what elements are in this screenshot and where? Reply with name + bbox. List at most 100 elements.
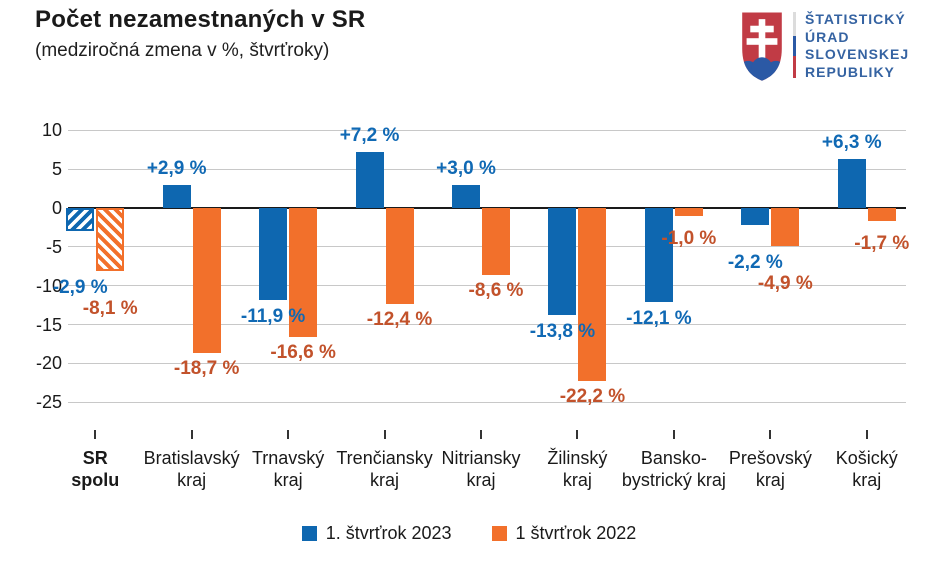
x-axis-category-label: Prešovský kraj — [695, 447, 845, 491]
bar-q1-2022 — [192, 208, 221, 354]
gridline — [68, 362, 906, 364]
value-label-q1-2023: +2,9 % — [146, 158, 207, 180]
value-label-q1-2023: -11,9 % — [240, 306, 306, 328]
category-label-line: Trnavský — [251, 448, 325, 468]
gridline — [68, 129, 906, 131]
category-label-line: Bratislavský — [143, 448, 240, 468]
bar-q1-2022 — [289, 208, 318, 337]
category-label-line: bystrický kraj — [621, 470, 726, 490]
logo-text-line: ÚRAD — [805, 28, 850, 45]
flag-blue-stripe — [793, 36, 796, 56]
value-label-q1-2023: -2,9 % — [52, 276, 108, 298]
category-label-line: kraj — [273, 470, 303, 490]
logo-text: ŠTATISTICKÝ ÚRAD SLOVENSKEJ REPUBLIKY — [805, 10, 909, 81]
bar-q1-2023 — [741, 208, 770, 226]
x-axis-tick — [576, 430, 579, 439]
y-axis-tick-label: -10 — [35, 275, 62, 296]
category-label-line: Košický — [835, 448, 898, 468]
bar-q1-2022 — [867, 208, 896, 222]
x-axis-category-label: SR spolu — [20, 447, 170, 491]
y-axis-tick-label: -15 — [35, 314, 62, 335]
bar-q1-2022 — [96, 208, 125, 271]
legend-swatch-icon — [301, 526, 317, 541]
x-axis-category-label: Bratislavský kraj — [117, 447, 267, 491]
value-label-q1-2022: -12,4 % — [366, 309, 433, 331]
y-axis-tick-label: 0 — [51, 198, 62, 218]
x-axis-tick — [94, 430, 97, 439]
legend-swatch-icon — [491, 526, 507, 541]
gridline — [68, 285, 906, 287]
bar-q1-2023 — [259, 208, 288, 301]
bar-q1-2023 — [66, 208, 95, 231]
x-axis-tick — [769, 430, 772, 439]
title-block: Počet nezamestnaných v SR (medziročná zm… — [35, 6, 365, 62]
bar-q1-2023 — [548, 208, 577, 316]
legend-item: 1. štvrťrok 2023 — [301, 523, 452, 544]
legend-item: 1 štvrťrok 2022 — [491, 523, 637, 544]
x-axis-tick — [480, 430, 482, 439]
value-label-q1-2023: +3,0 % — [436, 157, 496, 179]
statistical-office-logo: ŠTATISTICKÝ ÚRAD SLOVENSKEJ REPUBLIKY — [740, 10, 909, 84]
bar-q1-2023 — [837, 159, 866, 208]
logo-text-line: SLOVENSKEJ — [805, 46, 910, 62]
category-label-line: kraj — [852, 470, 882, 490]
flag-red-stripe — [793, 56, 796, 78]
page-title: Počet nezamestnaných v SR — [35, 6, 366, 33]
value-label-q1-2022: -16,6 % — [270, 341, 336, 363]
category-label-line: kraj — [466, 470, 496, 490]
category-label-line: spolu — [71, 470, 120, 490]
bar-q1-2023 — [452, 184, 480, 208]
flag-white-stripe — [793, 12, 796, 36]
flag-divider — [793, 12, 796, 78]
y-axis-tick-label: -20 — [35, 353, 62, 374]
value-label-q1-2023: -13,8 % — [529, 321, 596, 343]
value-label-q1-2023: +7,2 % — [339, 125, 400, 147]
y-axis-tick-label: 5 — [51, 159, 62, 180]
y-axis-tick-label: 10 — [41, 120, 62, 141]
page-subtitle: (medziročná zmena v %, štvrťroky) — [35, 40, 330, 61]
chart-legend: 1. štvrťrok 2023 1 štvrťrok 2022 — [0, 523, 938, 544]
bar-q1-2022 — [674, 208, 703, 216]
value-label-q1-2022: -8,6 % — [468, 279, 524, 301]
x-axis-category-label: Bansko-bystrický kraj — [599, 447, 749, 491]
y-axis-tick-label: -25 — [35, 392, 62, 413]
gridline — [68, 324, 906, 326]
category-label-line: Bansko- — [640, 448, 707, 468]
category-label-line: kraj — [755, 470, 785, 490]
x-axis-category-label: Trenčiansky kraj — [310, 447, 460, 491]
category-label-line: Nitriansky — [441, 448, 521, 468]
value-label-q1-2022: -4,9 % — [757, 273, 813, 295]
category-label-line: Trenčiansky — [336, 448, 433, 468]
bar-q1-2022 — [771, 208, 800, 247]
bar-q1-2022 — [578, 208, 607, 381]
x-axis-category-label: Trnavský kraj — [213, 447, 363, 491]
x-axis-category-label: Nitriansky kraj — [406, 447, 556, 491]
legend-label: 1. štvrťrok 2023 — [325, 523, 452, 543]
x-axis-tick — [383, 430, 386, 439]
value-label-q1-2022: -22,2 % — [559, 385, 626, 407]
value-label-q1-2023: -2,2 % — [727, 252, 783, 274]
category-label-line: SR — [82, 448, 108, 468]
value-label-q1-2022: -1,0 % — [661, 227, 717, 249]
gridline — [68, 168, 906, 170]
slovak-coat-of-arms-icon — [742, 12, 782, 81]
value-label-q1-2022: -1,7 % — [854, 233, 910, 255]
gridline — [68, 401, 906, 403]
x-axis-tick — [190, 430, 193, 439]
x-axis-tick — [672, 430, 675, 439]
bar-q1-2023 — [162, 185, 191, 208]
category-label-line: kraj — [562, 470, 592, 490]
category-label-line: Žilinský — [547, 448, 608, 468]
bar-q1-2022 — [482, 208, 510, 275]
logo-text-line: ŠTATISTICKÝ — [805, 11, 906, 27]
value-label-q1-2022: -18,7 % — [173, 358, 240, 380]
bar-q1-2023 — [355, 152, 384, 208]
value-label-q1-2023: -12,1 % — [626, 308, 692, 330]
category-label-line: Prešovský — [728, 448, 812, 468]
x-axis-category-label: Žilinský kraj — [502, 447, 652, 491]
x-axis-category-label: Košický kraj — [792, 447, 938, 491]
y-axis-tick-label: -5 — [45, 236, 62, 257]
legend-label: 1 štvrťrok 2022 — [515, 523, 637, 543]
